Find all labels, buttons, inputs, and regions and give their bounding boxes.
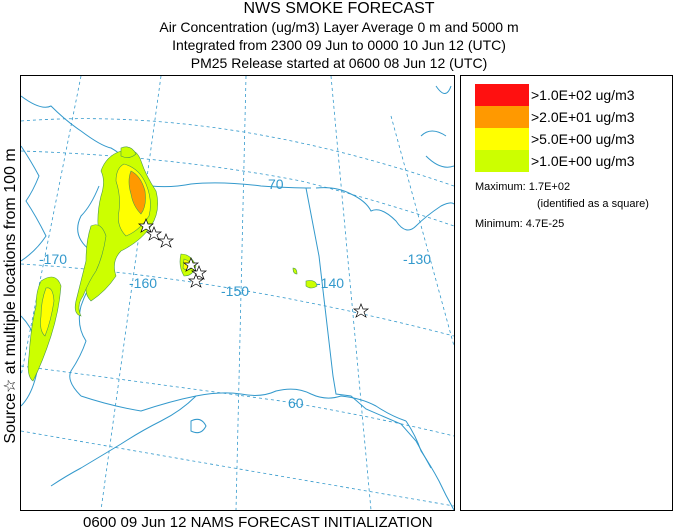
source-markers (137, 218, 370, 318)
legend-label-gt1: >1.0E+00 ug/m3 (531, 153, 635, 169)
graticule (21, 76, 454, 510)
legend-swatch-gt1 (475, 150, 529, 172)
plume-gt1-interior-east (305, 280, 318, 289)
alaska-south-coast (80, 388, 407, 422)
forecast-subtitle-integration: Integrated from 2300 09 Jun to 0000 10 J… (172, 37, 506, 53)
forecast-title: NWS SMOKE FORECAST (243, 0, 435, 17)
source-star (145, 226, 163, 241)
canada-arctic-coast (315, 187, 454, 231)
meridian-150 (235, 76, 247, 510)
parallel-60 (21, 365, 454, 437)
map-canvas: -170 -160 -150 -140 -130 70 60 (21, 76, 454, 510)
forecast-initialization-footer: 0600 09 Jun 12 NAMS FORECAST INITIALIZAT… (83, 514, 433, 531)
lon-label-150: -150 (221, 283, 249, 299)
plume-gt5-west (40, 287, 55, 337)
maximum-note: (identified as a square) (537, 198, 649, 210)
plume-gt1-central (74, 224, 107, 317)
lat-label-60: 60 (288, 395, 304, 411)
alaska-canada-boundary (305, 187, 432, 469)
source-side-label-container: Source☆ at multiple locations from 100 m (0, 0, 20, 532)
parallel-55 (21, 430, 454, 507)
plume-gt1-small (120, 146, 137, 158)
lon-label-170: -170 (39, 251, 67, 267)
panhandle-coast (405, 420, 454, 510)
forecast-subtitle-layer: Air Concentration (ug/m3) Layer Average … (159, 19, 519, 35)
siberia-coast (21, 145, 47, 262)
lon-label-160: -160 (129, 275, 157, 291)
forecast-subtitle-release: PM25 Release started at 0600 08 Jun 12 (… (190, 55, 488, 71)
alaska-peninsula (50, 395, 197, 487)
lat-label-70: 70 (268, 176, 284, 192)
lon-label-140: -140 (316, 275, 344, 291)
legend-label-gt5: >5.0E+00 ug/m3 (531, 131, 635, 147)
legend-swatch-gt20 (475, 106, 529, 128)
arctic-coast-north (21, 95, 312, 189)
meridian-170 (21, 76, 82, 377)
legend-swatch-gt5 (475, 128, 529, 150)
maximum-value: Maximum: 1.7E+02 (475, 181, 571, 193)
source-star (157, 233, 175, 248)
smoke-forecast-map: -170 -160 -150 -140 -130 70 60 (20, 75, 455, 511)
source-star (137, 218, 155, 233)
source-star (182, 257, 200, 272)
source-side-label: Source☆ at multiple locations from 100 m (2, 148, 19, 444)
legend-label-gt100: >1.0E+02 ug/m3 (531, 87, 635, 103)
legend-swatch-gt100 (475, 84, 529, 106)
concentration-legend: >1.0E+02 ug/m3 >2.0E+01 ug/m3 >5.0E+00 u… (460, 75, 673, 511)
parallel-75 (21, 118, 454, 187)
plume-gt1-interior-east2 (292, 267, 298, 275)
plume-gt20-north (128, 170, 146, 215)
lon-label-130: -130 (403, 251, 431, 267)
meridian-130 (390, 115, 454, 347)
meridian-160 (100, 76, 162, 510)
canada-islands (420, 85, 454, 168)
graticule-labels: -170 -160 -150 -140 -130 70 60 (39, 176, 431, 411)
source-star (352, 303, 370, 318)
kodiak-island (190, 418, 207, 434)
minimum-value: Minimum: 4.7E-25 (475, 218, 565, 230)
parallel-70 (21, 150, 454, 227)
meridian-140 (330, 76, 372, 510)
source-star (187, 273, 205, 288)
parallel-65 (21, 263, 454, 337)
legend-label-gt20: >2.0E+01 ug/m3 (531, 109, 635, 125)
